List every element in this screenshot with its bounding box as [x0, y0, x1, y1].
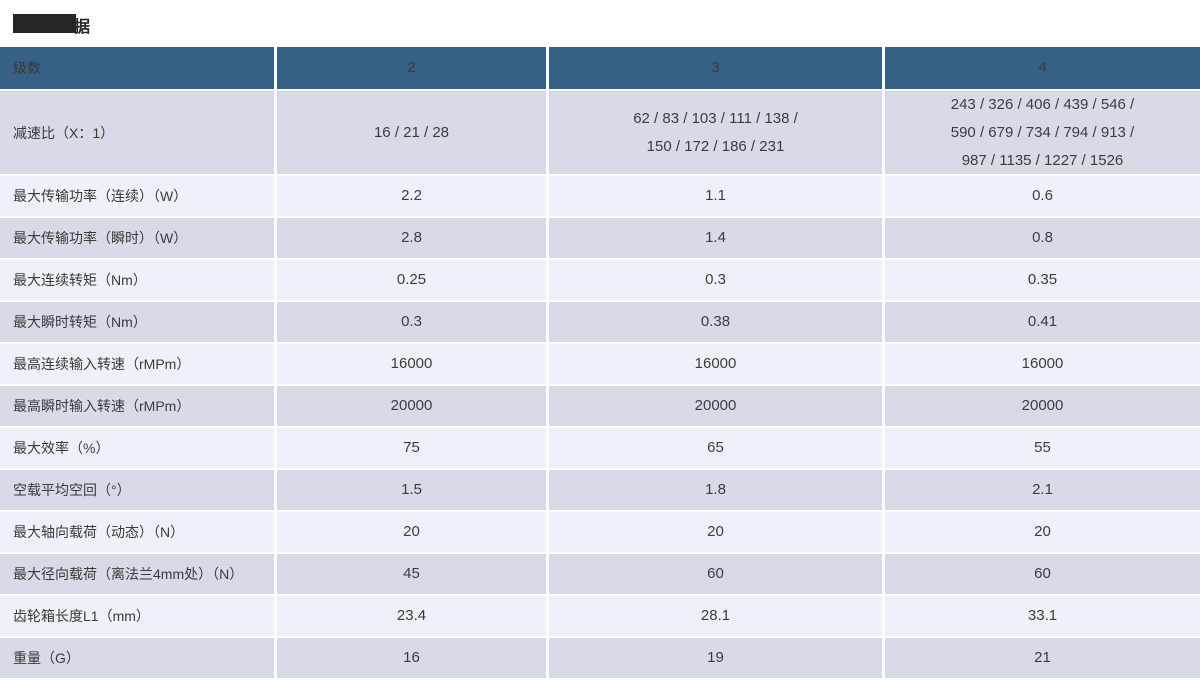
- table-cell: 75: [277, 428, 546, 468]
- table-cell: 21: [885, 638, 1200, 678]
- table-header-col-2: 2: [277, 47, 546, 89]
- table-cell: 16000: [549, 344, 882, 384]
- table-cell: 19: [549, 638, 882, 678]
- table-cell: 20000: [885, 386, 1200, 426]
- table-cell: 23.4: [277, 596, 546, 636]
- row-label-max-power-instant: 最大传输功率（瞬时）（W）: [0, 218, 274, 258]
- row-label-max-continuous-input-speed: 最高连续输入转速（rMPm）: [0, 344, 274, 384]
- table-cell: 33.1: [885, 596, 1200, 636]
- row-label-backlash: 空载平均空回（°）: [0, 470, 274, 510]
- table-header-col-3: 3: [549, 47, 882, 89]
- table-cell: 28.1: [549, 596, 882, 636]
- table-cell: 0.41: [885, 302, 1200, 342]
- table-cell: 0.3: [277, 302, 546, 342]
- table-cell: 16000: [277, 344, 546, 384]
- row-label-max-instant-torque: 最大瞬时转矩（Nm）: [0, 302, 274, 342]
- table-cell: 0.6: [885, 176, 1200, 216]
- table-cell: 16000: [885, 344, 1200, 384]
- page-title: 据: [13, 13, 313, 36]
- table-cell: 60: [549, 554, 882, 594]
- table-cell: 65: [549, 428, 882, 468]
- table-cell: 45: [277, 554, 546, 594]
- row-label-max-axial-load: 最大轴向载荷（动态）（N）: [0, 512, 274, 552]
- table-cell: 20: [549, 512, 882, 552]
- table-cell: 243 / 326 / 406 / 439 / 546 / 590 / 679 …: [885, 91, 1200, 174]
- table-cell: 16: [277, 638, 546, 678]
- table-header-col-4: 4: [885, 47, 1200, 89]
- row-label-weight: 重量（G）: [0, 638, 274, 678]
- table-cell: 0.25: [277, 260, 546, 300]
- row-label-max-power-continuous: 最大传输功率（连续）（W）: [0, 176, 274, 216]
- table-cell: 1.1: [549, 176, 882, 216]
- redaction-box: [13, 14, 76, 33]
- row-label-max-instant-input-speed: 最高瞬时输入转速（rMPm）: [0, 386, 274, 426]
- table-cell: 62 / 83 / 103 / 111 / 138 / 150 / 172 / …: [549, 91, 882, 174]
- table-cell: 20: [885, 512, 1200, 552]
- table-cell: 20000: [277, 386, 546, 426]
- table-cell: 0.3: [549, 260, 882, 300]
- table-cell: 0.35: [885, 260, 1200, 300]
- page-title-visible-char: 据: [74, 19, 91, 36]
- table-cell: 16 / 21 / 28: [277, 91, 546, 174]
- table-cell: 2.1: [885, 470, 1200, 510]
- table-cell: 2.8: [277, 218, 546, 258]
- row-label-gearbox-length: 齿轮箱长度L1（mm）: [0, 596, 274, 636]
- row-label-max-efficiency: 最大效率（%）: [0, 428, 274, 468]
- spec-table: 级数 2 3 4 减速比（X：1） 16 / 21 / 28 62 / 83 /…: [0, 47, 1200, 678]
- row-label-max-continuous-torque: 最大连续转矩（Nm）: [0, 260, 274, 300]
- table-cell: 60: [885, 554, 1200, 594]
- table-cell: 0.38: [549, 302, 882, 342]
- table-cell: 1.5: [277, 470, 546, 510]
- table-cell: 0.8: [885, 218, 1200, 258]
- table-cell: 20: [277, 512, 546, 552]
- table-cell: 1.4: [549, 218, 882, 258]
- table-cell: 2.2: [277, 176, 546, 216]
- table-header-stages: 级数: [0, 47, 274, 89]
- table-cell: 55: [885, 428, 1200, 468]
- table-cell: 1.8: [549, 470, 882, 510]
- row-label-max-radial-load: 最大径向载荷（离法兰4mm处）（N）: [0, 554, 274, 594]
- table-cell: 20000: [549, 386, 882, 426]
- row-label-reduction-ratio: 减速比（X：1）: [0, 91, 274, 174]
